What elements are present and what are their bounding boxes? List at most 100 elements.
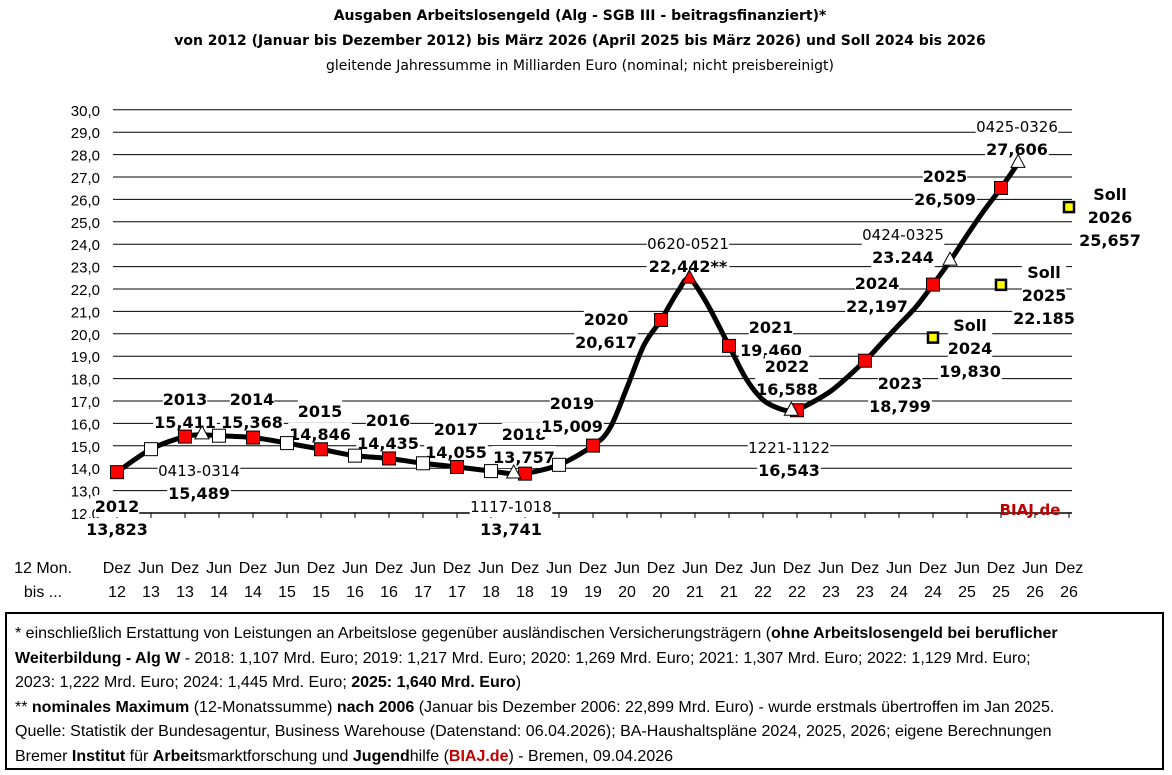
x-tick-label: Jun <box>818 560 844 577</box>
data-label: 22,442** <box>649 257 728 276</box>
label-background <box>540 415 604 437</box>
label-background <box>947 337 993 359</box>
chart-title: Ausgaben Arbeitslosengeld (Alg - SGB III… <box>333 8 827 24</box>
data-label: 2024 <box>855 274 900 293</box>
x-tick-label: 23 <box>856 584 874 601</box>
label-background <box>845 295 909 317</box>
soll-marker <box>994 278 1008 292</box>
data-label: 2012 <box>95 497 140 516</box>
data-label: 2017 <box>434 420 479 439</box>
y-tick-label: 17,0 <box>71 394 100 411</box>
x-tick-label: 12 <box>108 584 126 601</box>
label-background <box>229 388 275 410</box>
label-background <box>365 409 411 431</box>
x-tick-label: 23 <box>822 584 840 601</box>
data-label: 13,757 <box>493 448 555 467</box>
x-tick-label: Jun <box>954 560 980 577</box>
y-tick-label: 21,0 <box>71 304 100 321</box>
x-tick-label: Dez <box>171 560 199 577</box>
data-label: 15,009 <box>541 417 603 436</box>
data-label: 13,823 <box>86 520 148 539</box>
label-background <box>985 138 1049 160</box>
label-background <box>1087 183 1133 205</box>
data-label: 14,435 <box>357 434 419 453</box>
december-marker <box>994 180 1008 195</box>
x-tick-label: 17 <box>414 584 432 601</box>
extreme-triangle-marker <box>194 424 210 440</box>
label-background <box>94 495 140 517</box>
period-label: 0425-0326 <box>976 118 1058 136</box>
data-label: 20,617 <box>575 333 637 352</box>
footnote-text: ** <box>15 698 32 716</box>
footnote-text: * einschließlich Erstattung von Leistung… <box>15 625 772 642</box>
chart-subtitle-unit: gleitende Jahressumme in Milliarden Euro… <box>326 58 834 74</box>
june-marker <box>144 442 158 457</box>
brand-label: BIAJ.de <box>1000 501 1061 519</box>
december-marker <box>722 338 736 353</box>
label-background <box>757 459 821 481</box>
footnote-text: BIAJ.de <box>448 747 509 765</box>
label-background <box>871 246 935 268</box>
data-label: 22,197 <box>846 297 908 316</box>
x-tick-label: 17 <box>448 584 466 601</box>
data-label: 16,588 <box>756 380 818 399</box>
december-marker <box>382 451 396 466</box>
x-tick-label: Dez <box>987 560 1015 577</box>
label-background <box>854 272 900 294</box>
y-tick-label: 23,0 <box>71 260 100 277</box>
data-label: 2021 <box>749 318 794 337</box>
label-background <box>748 316 794 338</box>
y-tick-label: 19,0 <box>71 349 100 366</box>
footnote-text: ohne Arbeitslosengeld bei beruflicher <box>771 625 1058 642</box>
x-axis-label: bis ... <box>24 584 62 601</box>
data-label: 2023 <box>878 374 923 393</box>
footnote-text: - 2018: 1,107 Mrd. Euro; 2019: 1,217 Mrd… <box>180 649 1031 667</box>
period-label: 1221-1122 <box>748 439 830 457</box>
data-label: 2020 <box>584 310 629 329</box>
december-marker <box>178 429 192 444</box>
label-background <box>861 223 945 245</box>
data-label: 18,799 <box>869 397 931 416</box>
soll-marker <box>1062 200 1076 214</box>
x-tick-label: Jun <box>478 560 504 577</box>
label-background <box>583 308 629 330</box>
label-background <box>85 518 149 540</box>
december-marker <box>858 353 872 368</box>
data-label: 25,657 <box>1079 231 1141 250</box>
extreme-triangle-marker <box>942 251 958 266</box>
label-background <box>1087 206 1133 228</box>
x-tick-label: Dez <box>851 560 879 577</box>
x-tick-label: Jun <box>274 560 300 577</box>
label-background <box>574 331 638 353</box>
footnote-line: * einschließlich Erstattung von Leistung… <box>15 622 1154 647</box>
footnote-line: Quelle: Statistik der Bundesagentur, Bus… <box>15 720 1154 745</box>
december-marker <box>586 438 600 453</box>
label-background <box>1012 307 1076 329</box>
label-background <box>1078 229 1142 251</box>
data-label: 26,509 <box>914 190 976 209</box>
x-tick-label: 14 <box>244 584 262 601</box>
june-marker <box>552 457 566 472</box>
y-tick-label: 25,0 <box>71 215 100 232</box>
label-background <box>1021 261 1067 283</box>
extreme-triangle-marker <box>681 269 698 284</box>
x-axis-label: 12 Mon. <box>14 560 72 577</box>
y-tick-label: 13,0 <box>71 484 100 501</box>
footnote-line: ** nominales Maximum (12-Monatssumme) na… <box>15 696 1154 721</box>
label-background <box>167 482 231 504</box>
data-label: 2013 <box>163 390 208 409</box>
label-background <box>1021 284 1067 306</box>
x-tick-label: Jun <box>682 560 708 577</box>
chart-subtitle: von 2012 (Januar bis Dezember 2012) bis … <box>174 33 986 49</box>
x-tick-label: 13 <box>176 584 194 601</box>
footnote-text: Arbeit <box>152 747 200 765</box>
footnote-text: 2025: 1,640 Mrd. Euro <box>351 674 516 691</box>
x-tick-label: 26 <box>1060 584 1078 601</box>
label-background <box>549 392 595 414</box>
line-chart: 12,013,014,015,016,017,018,019,020,021,0… <box>14 103 1142 601</box>
y-tick-label: 16,0 <box>71 416 100 433</box>
data-label: 2018 <box>502 425 547 444</box>
x-tick-label: Jun <box>138 560 164 577</box>
data-label: 2026 <box>1088 208 1133 227</box>
extreme-triangle-marker <box>505 463 522 479</box>
